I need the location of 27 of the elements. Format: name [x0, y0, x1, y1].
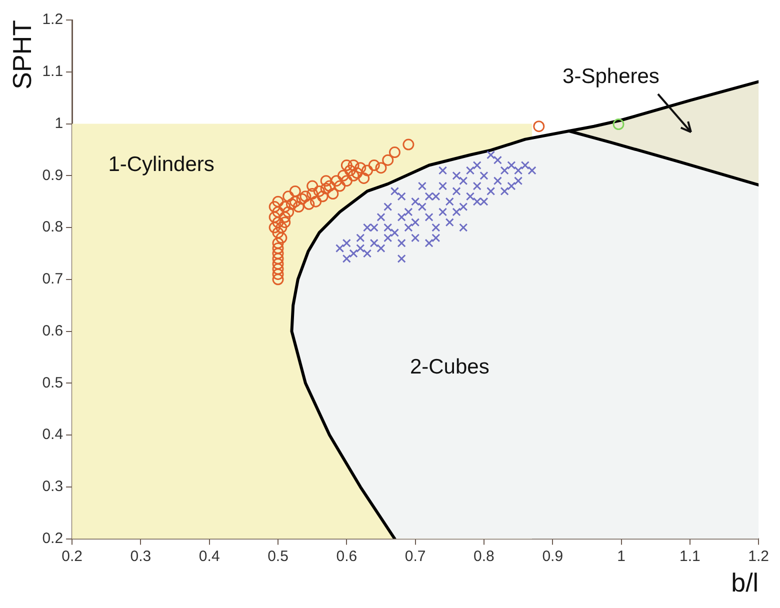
y-tick-label: 0.7: [42, 270, 64, 288]
y-axis-title: SPHT: [6, 20, 37, 90]
y-tick-label: 0.3: [42, 478, 64, 496]
x-tick-label: 0.4: [198, 548, 220, 565]
y-tick-label: 0.8: [42, 218, 64, 236]
x-tick-label: 0.3: [130, 548, 152, 565]
x-axis-title: b/l: [731, 568, 759, 598]
annotation: 1-Cylinders: [108, 153, 214, 176]
y-tick-label: 1.2: [42, 11, 64, 28]
y-tick-label: 0.9: [42, 166, 64, 184]
x-tick-label: 0.6: [336, 548, 358, 565]
x-tick-label: 1.1: [679, 548, 700, 565]
annotation: 2-Cubes: [410, 355, 490, 378]
x-tick-label: 0.2: [62, 548, 82, 565]
y-tick-label: 0.6: [42, 322, 64, 340]
y-tick-label: 0.4: [42, 426, 64, 444]
x-tick-label: 0.9: [542, 548, 564, 565]
x-tick-label: 0.8: [474, 548, 494, 565]
y-tick-label: 0.5: [42, 374, 64, 392]
y-tick-label: 0.2: [42, 530, 64, 547]
y-tick-label: 1: [54, 114, 64, 132]
y-tick-label: 1.1: [42, 63, 64, 80]
x-tick-label: 1.2: [748, 548, 770, 565]
x-tick-label: 0.5: [268, 548, 288, 565]
x-tick-label: 0.7: [404, 548, 426, 565]
annotation: 3-Spheres: [562, 64, 660, 88]
x-tick-label: 1: [617, 548, 626, 565]
